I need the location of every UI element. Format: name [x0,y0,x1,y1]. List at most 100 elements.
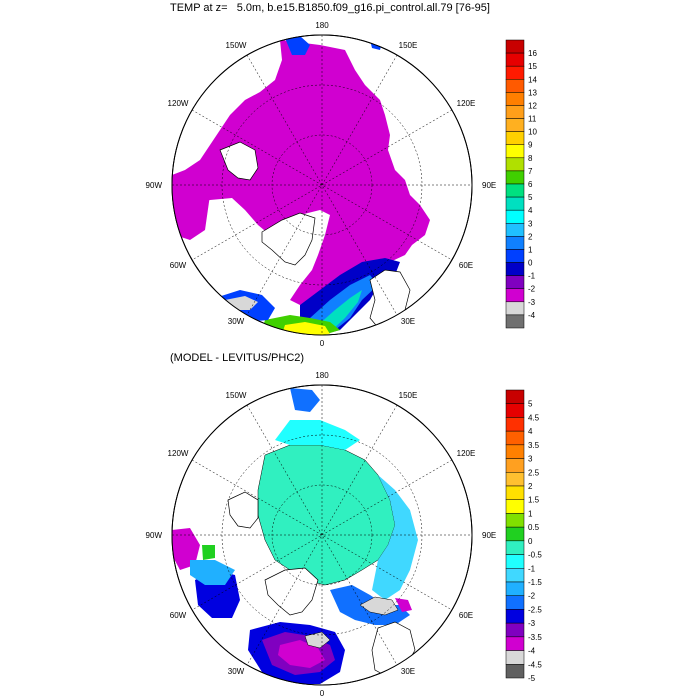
colorbar-label: 1 [528,509,533,518]
colorbar-label: 7 [528,167,533,176]
colorbar-swatch [505,650,525,665]
colorbar-swatch [505,609,525,624]
colorbar-swatch [505,554,525,569]
colorbar-label: 3 [528,455,533,464]
colorbar-swatch [505,444,525,459]
colorbar-label: 1 [528,245,533,254]
panel-title-bottom: (MODEL - LEVITUS/PHC2) [170,352,305,364]
colorbar-label: 5 [528,400,533,409]
siberian-shelf-diff [372,475,418,600]
colorbar-swatch [505,52,525,67]
colorbar-swatch [505,458,525,473]
colorbar-swatch [505,403,525,418]
colorbar-label: -1 [528,564,536,573]
colorbar-swatch [505,79,525,93]
longitude-label: 120W [168,99,189,108]
longitude-label: 0 [320,339,325,348]
colorbar-label: 0 [528,259,533,268]
colorbar-label: 2.5 [528,468,540,477]
colorbar-label: 0.5 [528,523,540,532]
colorbar-label: 16 [528,49,537,58]
lon-labels-bottom: 180 150E 120E 90E 60E 30E 0 30W 60W 90W 120W 150W [146,371,497,698]
longitude-label: 90W [146,181,163,190]
colorbar-swatch [505,118,525,132]
colorbar-label: 13 [528,88,537,97]
longitude-label: 150W [226,41,247,50]
colorbar-swatch [505,472,525,487]
panel-title-top: TEMP at z= 5.0m, b.e15.B1850.f09_g16.pi_… [170,2,490,14]
longitude-label: 60E [459,261,473,270]
map-bottom: 180 150E 120E 90E 60E 30E 0 30W 60W 90W 120W 150W [146,371,497,698]
longitude-label: 60E [459,611,473,620]
longitude-label: 180 [315,21,329,30]
longitude-label: 120E [457,449,476,458]
graticule-bottom [172,385,472,685]
difference-field-bottom [172,388,418,684]
nordic-magenta-diff [278,640,325,668]
colorbar-swatch [505,131,525,145]
colorbar-label: 3 [528,219,533,228]
colorbar-swatch [505,430,525,446]
colorbar-label: 10 [528,128,537,137]
colorbar-label: -4.5 [528,660,542,669]
norwegian-warmer-field [318,290,362,332]
colorbar-label: -3 [528,619,536,628]
colorbar-swatch [505,314,525,329]
colorbar-label: 0 [528,537,533,546]
nordic-gray-diff [304,631,331,649]
colorbar-swatch [505,622,525,638]
colorbar-swatch [505,499,525,514]
colorbar-swatch [505,92,525,106]
longitude-label: 30E [401,667,415,676]
hudson-bay-field [172,175,210,240]
longitude-label: 90W [146,531,163,540]
graticule-top [172,35,472,335]
longitude-label: 150W [226,391,247,400]
colorbar-swatch [505,389,525,404]
marginal-diff-ring [257,444,396,586]
hudson-green-diff [202,545,215,560]
longitude-label: 150E [399,391,418,400]
colorbar-label: -2 [528,592,536,601]
colorbar-label: -2 [528,285,536,294]
colorbar-label: 9 [528,141,533,150]
colorbar-label: 11 [528,115,537,124]
colorbar-swatch [505,568,525,583]
colorbar-swatch [505,209,525,224]
colorbar-swatch [505,249,525,263]
colorbar-label: -5 [528,674,536,683]
colorbar-swatch [505,540,525,555]
longitude-label: 90E [482,181,496,190]
longitude-label: 30E [401,317,415,326]
bering-field [285,36,310,55]
colorbar-swatch [505,144,525,159]
colorbar-label: 14 [528,75,537,84]
temperature-field-top [172,36,430,335]
longitude-label: 30W [228,317,245,326]
colorbar-label: 2 [528,482,533,491]
longitude-label: 180 [315,371,329,380]
colorbar-swatch [505,275,525,289]
colorbar-label: 1.5 [528,496,540,505]
bering-diff [290,388,320,412]
colorbar-label: -4 [528,647,536,656]
colorbar-label: 15 [528,62,537,71]
colorbar-swatch [505,301,525,316]
colorbar-swatch [505,157,525,172]
archipelago-land-bottom [227,491,259,529]
colorbar-swatch [505,105,525,119]
barents-purple-diff [395,598,412,612]
canadian-archipelago-land [219,141,259,181]
longitude-label: 120E [457,99,476,108]
colorbar-swatch [505,513,525,528]
labrador-purple-diff [172,528,200,570]
colorbar-swatch [505,581,525,596]
barents-gray-diff [359,596,399,616]
colorbar-label: 4 [528,427,533,436]
colorbar-swatch [505,39,525,54]
colorbar-swatch [505,417,525,432]
colorbar-label: -4 [528,311,536,320]
colorbar-label: -3.5 [528,633,542,642]
colorbar-label: 4 [528,206,533,215]
